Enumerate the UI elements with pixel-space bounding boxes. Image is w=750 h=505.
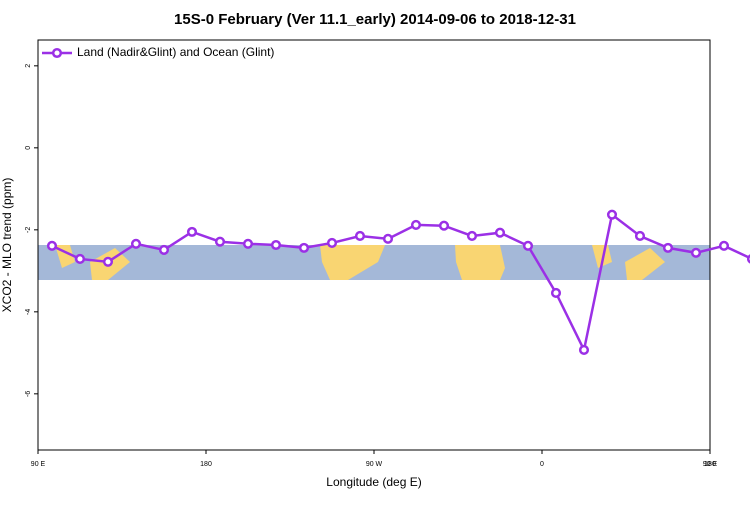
y-axis-label: XCO2 - MLO trend (ppm): [0, 178, 14, 313]
x-axis-label: Longitude (deg E): [326, 475, 421, 489]
y-tick-label: -4: [25, 309, 32, 315]
data-point: [410, 219, 422, 230]
data-point: [662, 242, 674, 253]
data-point: [214, 236, 226, 247]
data-point: [354, 230, 366, 242]
x-tick-label: 180: [200, 461, 212, 468]
y-tick-label: 2: [25, 64, 32, 68]
chart-title: 15S-0 February (Ver 11.1_early) 2014-09-…: [174, 11, 576, 28]
data-point: [46, 240, 58, 251]
y-tick-label: 0: [25, 146, 32, 150]
data-point: [578, 344, 590, 356]
data-point: [130, 238, 142, 249]
data-point: [270, 239, 282, 251]
data-point: [634, 230, 646, 242]
x-tick-label: 0: [540, 461, 544, 468]
y-tick-label: -6: [25, 391, 32, 397]
data-point: [74, 253, 86, 264]
series-line: [51, 212, 750, 354]
x-tick-label: 180: [704, 461, 716, 468]
x-tick-label: 90 E: [703, 461, 718, 468]
x-tick-label: 90 E: [31, 461, 46, 468]
legend-label: Land (Nadir&Glint) and Ocean (Glint): [77, 45, 274, 59]
data-point: [382, 233, 394, 244]
data-point: [606, 209, 618, 220]
data-point: [326, 237, 338, 248]
data-point: [718, 240, 730, 251]
data-point: [494, 227, 506, 238]
data-point: [466, 230, 478, 242]
data-point: [298, 242, 310, 253]
data-point: [242, 238, 254, 249]
data-point: [690, 247, 702, 258]
y-tick-label: -2: [25, 227, 32, 233]
data-point: [186, 226, 198, 237]
data-point: [102, 256, 114, 267]
data-point: [522, 240, 534, 251]
data-point: [158, 244, 170, 255]
data-point: [550, 287, 562, 299]
x-tick-label: 90 W: [366, 461, 383, 468]
data-point: [438, 220, 450, 231]
legend-marker: [51, 47, 63, 59]
